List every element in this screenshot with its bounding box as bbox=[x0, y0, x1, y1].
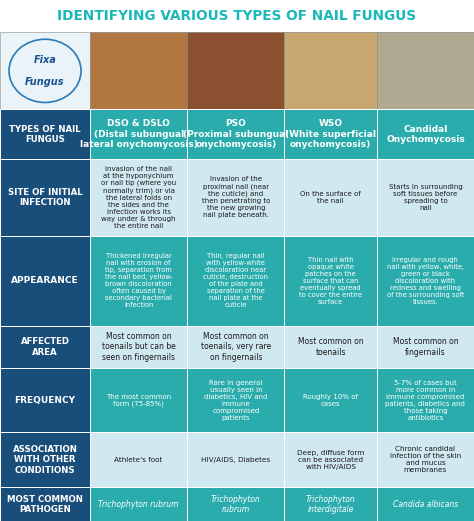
Text: Deep, diffuse form
can be associated
with HIV/AIDS: Deep, diffuse form can be associated wit… bbox=[297, 450, 364, 470]
Text: PSO
(Proximal subungual
onychomycosis): PSO (Proximal subungual onychomycosis) bbox=[183, 119, 289, 149]
Text: Most common on
toenails, very rare
on fingernails: Most common on toenails, very rare on fi… bbox=[201, 332, 271, 362]
Text: MOST COMMON
PATHOGEN: MOST COMMON PATHOGEN bbox=[7, 494, 83, 514]
Text: TYPES OF NAIL
FUNGUS: TYPES OF NAIL FUNGUS bbox=[9, 125, 81, 144]
Bar bbox=[284, 32, 377, 109]
Text: The most common
form (75-85%): The most common form (75-85%) bbox=[106, 393, 171, 407]
Bar bbox=[377, 368, 474, 432]
Bar bbox=[90, 326, 187, 368]
Bar bbox=[377, 32, 474, 109]
Bar bbox=[0, 32, 90, 109]
Text: On the surface of
the nail: On the surface of the nail bbox=[300, 191, 361, 204]
Bar bbox=[0, 159, 90, 235]
Text: Trichophyton rubrum: Trichophyton rubrum bbox=[99, 500, 179, 508]
Ellipse shape bbox=[9, 39, 81, 103]
Text: Fixa: Fixa bbox=[34, 55, 56, 65]
Bar bbox=[0, 235, 90, 326]
Bar bbox=[377, 488, 474, 521]
Text: Starts in surrounding
soft tissues before
spreading to
nail: Starts in surrounding soft tissues befor… bbox=[389, 184, 462, 211]
Bar bbox=[187, 32, 284, 109]
Bar bbox=[0, 432, 90, 488]
Bar bbox=[377, 432, 474, 488]
Text: Trichophyton
interdigitale: Trichophyton interdigitale bbox=[306, 494, 356, 514]
Bar bbox=[187, 326, 284, 368]
Bar bbox=[90, 368, 187, 432]
Bar bbox=[284, 488, 377, 521]
Bar bbox=[90, 488, 187, 521]
Text: 5-7% of cases but
more common in
immune compromised
patients, diabetics and
thos: 5-7% of cases but more common in immune … bbox=[385, 380, 465, 421]
Text: Candidal
Onychomycosis: Candidal Onychomycosis bbox=[386, 125, 465, 144]
Bar bbox=[377, 109, 474, 159]
Bar bbox=[377, 159, 474, 235]
Text: Irregular and rough
nail with yellow, white,
green or black
discoloration with
r: Irregular and rough nail with yellow, wh… bbox=[387, 257, 464, 305]
Bar bbox=[0, 368, 90, 432]
Bar bbox=[187, 432, 284, 488]
Bar bbox=[284, 109, 377, 159]
Text: AFFECTED
AREA: AFFECTED AREA bbox=[20, 337, 70, 357]
Text: Thin, regular nail
with yellow-white
discoloration near
cuticle, destruction
of : Thin, regular nail with yellow-white dis… bbox=[203, 253, 268, 308]
Text: Thickened irregular
nail with erosion of
tip, separation from
the nail bed, yell: Thickened irregular nail with erosion of… bbox=[105, 253, 173, 308]
Bar bbox=[0, 326, 90, 368]
Bar bbox=[377, 326, 474, 368]
Bar bbox=[90, 235, 187, 326]
Text: DSO & DSLO
(Distal subungual
lateral onychomycosis): DSO & DSLO (Distal subungual lateral ony… bbox=[80, 119, 198, 149]
Text: Invasion of the
proximal nail (near
the cuticle) and
then penetrating to
the new: Invasion of the proximal nail (near the … bbox=[201, 177, 270, 218]
Text: Most common on
fingernails: Most common on fingernails bbox=[392, 337, 458, 357]
Bar bbox=[90, 432, 187, 488]
Text: SITE OF INITIAL
INFECTION: SITE OF INITIAL INFECTION bbox=[8, 188, 82, 207]
Text: IDENTIFYING VARIOUS TYPES OF NAIL FUNGUS: IDENTIFYING VARIOUS TYPES OF NAIL FUNGUS bbox=[57, 9, 417, 23]
Text: Chronic candidal
infection of the skin
and mucus
membranes: Chronic candidal infection of the skin a… bbox=[390, 446, 461, 474]
Bar bbox=[0, 488, 90, 521]
Bar bbox=[187, 368, 284, 432]
Bar bbox=[187, 159, 284, 235]
Bar bbox=[187, 109, 284, 159]
Bar bbox=[284, 326, 377, 368]
Text: Candida albicans: Candida albicans bbox=[393, 500, 458, 508]
Bar bbox=[284, 159, 377, 235]
Bar bbox=[187, 488, 284, 521]
Bar bbox=[284, 432, 377, 488]
Bar bbox=[0, 109, 90, 159]
Bar bbox=[90, 32, 187, 109]
Bar bbox=[284, 235, 377, 326]
Text: Roughly 10% of
cases: Roughly 10% of cases bbox=[303, 394, 358, 407]
Bar bbox=[377, 235, 474, 326]
Text: Athlete's foot: Athlete's foot bbox=[114, 457, 163, 463]
Text: ASSOCIATION
WITH OTHER
CONDITIONS: ASSOCIATION WITH OTHER CONDITIONS bbox=[13, 445, 77, 475]
Text: FREQUENCY: FREQUENCY bbox=[15, 396, 75, 405]
Bar bbox=[187, 235, 284, 326]
Text: Fungus: Fungus bbox=[25, 77, 65, 86]
Text: Most common on
toenails but can be
seen on fingernails: Most common on toenails but can be seen … bbox=[102, 332, 175, 362]
Text: Thin nail with
opaque white
patches on the
surface that can
eventually spread
to: Thin nail with opaque white patches on t… bbox=[299, 257, 362, 305]
Text: Trichophyton
rubrum: Trichophyton rubrum bbox=[211, 494, 261, 514]
Bar bbox=[90, 109, 187, 159]
Bar bbox=[284, 368, 377, 432]
Text: HIV/AIDS, Diabetes: HIV/AIDS, Diabetes bbox=[201, 457, 271, 463]
Text: Rare in general
usually seen in
diabetics, HIV and
immune
compromised
patients: Rare in general usually seen in diabetic… bbox=[204, 380, 267, 421]
Text: APPEARANCE: APPEARANCE bbox=[11, 276, 79, 286]
Bar bbox=[90, 159, 187, 235]
Text: Most common on
toenails: Most common on toenails bbox=[298, 337, 364, 357]
Text: Invasion of the nail
at the hyponychium
or nail tip (where you
normally trim) or: Invasion of the nail at the hyponychium … bbox=[101, 166, 176, 229]
Text: WSO
(White superficial
onychomycosis): WSO (White superficial onychomycosis) bbox=[285, 119, 376, 149]
